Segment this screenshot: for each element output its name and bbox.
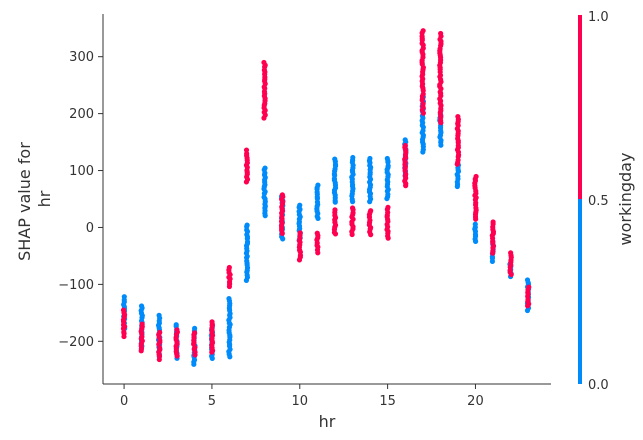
data-point (296, 257, 303, 263)
x-tick-label: 0 (120, 394, 128, 409)
data-point (156, 356, 162, 363)
data-point (525, 303, 531, 309)
x-tick-label: 5 (208, 394, 216, 409)
data-point (262, 213, 268, 219)
data-point (524, 307, 531, 314)
y-ticks: −200 −100 0 100 200 300 (58, 50, 103, 350)
data-point (385, 235, 391, 241)
data-point (280, 236, 286, 242)
y-tick-label: 100 (69, 164, 94, 179)
data-point (384, 195, 390, 202)
colorbar-title: workingday (616, 153, 635, 246)
colorbar: 0.0 0.5 1.0 workingday (578, 10, 635, 393)
data-point (403, 183, 409, 189)
scatter-points (120, 28, 532, 367)
data-point (490, 250, 496, 256)
data-point (473, 216, 479, 222)
data-point (209, 355, 215, 362)
data-point (349, 231, 355, 238)
data-point (508, 271, 514, 278)
colorbar-low-segment (578, 199, 582, 384)
data-point (368, 232, 374, 238)
data-point (209, 349, 215, 355)
data-point (472, 238, 479, 244)
y-axis-label-line-2: hr (35, 190, 54, 207)
y-axis-label-line-1: SHAP value for (15, 142, 34, 261)
x-tick-label: 15 (379, 394, 396, 409)
data-point (489, 258, 496, 264)
x-axis-label: hr (319, 412, 336, 431)
data-point (315, 250, 321, 256)
data-point (227, 354, 233, 360)
y-tick-label: −200 (58, 335, 94, 350)
data-point (454, 161, 460, 167)
data-point (420, 149, 426, 155)
data-point (332, 199, 338, 205)
y-axis-label: SHAP value for hr (15, 137, 54, 261)
colorbar-high-segment (578, 15, 582, 199)
data-point (279, 230, 285, 236)
y-tick-label: 0 (86, 221, 94, 236)
data-point (438, 120, 444, 126)
data-point (315, 215, 321, 221)
data-point (138, 348, 144, 354)
y-tick-label: 200 (69, 107, 94, 122)
data-point (174, 353, 180, 359)
x-ticks: 0 5 10 15 20 (120, 384, 484, 409)
data-point (438, 142, 444, 148)
colorbar-tick-low: 0.0 (588, 378, 609, 393)
data-point (226, 283, 233, 290)
colorbar-tick-mid: 0.5 (588, 194, 609, 209)
colorbar-tick-high: 1.0 (588, 10, 609, 25)
data-point (243, 277, 250, 283)
y-tick-label: 300 (69, 50, 94, 65)
data-point (332, 231, 339, 237)
data-point (243, 179, 249, 185)
data-point (192, 352, 198, 358)
x-tick-label: 20 (467, 394, 484, 409)
data-point (121, 333, 127, 340)
axes (102, 14, 551, 385)
data-point (261, 115, 267, 121)
data-point (191, 361, 197, 367)
data-point (420, 110, 426, 116)
data-point (454, 183, 460, 190)
x-tick-label: 10 (291, 394, 308, 409)
data-point (367, 199, 373, 205)
y-tick-label: −100 (58, 278, 94, 293)
data-point (349, 199, 356, 205)
